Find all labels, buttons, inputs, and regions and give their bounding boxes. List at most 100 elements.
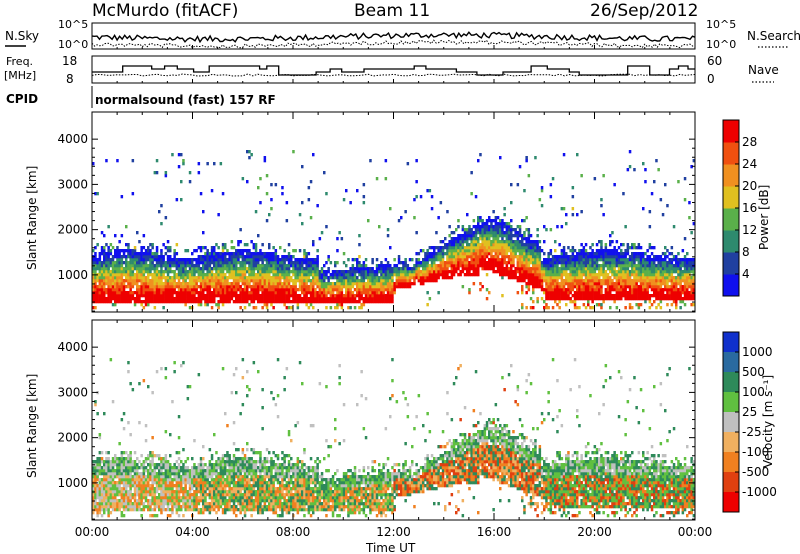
heat-cell <box>309 288 313 292</box>
heat-cell <box>356 279 359 283</box>
heat-cell <box>404 270 407 274</box>
heat-cell <box>274 273 278 277</box>
heat-cell <box>389 285 392 289</box>
ytick-label: 4000 <box>57 132 88 146</box>
heat-cell <box>111 487 115 491</box>
heat-cell <box>248 264 251 268</box>
heat-cell <box>492 270 495 274</box>
heat-cell <box>375 264 379 268</box>
heat-cell <box>400 285 403 289</box>
heat-cell <box>210 249 214 253</box>
heat-cell <box>323 288 326 292</box>
heat-cell <box>127 496 130 500</box>
heat-cell <box>468 246 471 250</box>
heat-cell <box>208 267 212 271</box>
heat-cell <box>109 466 113 470</box>
heat-cell <box>342 297 346 301</box>
heat-cell <box>479 255 482 259</box>
heat-cell <box>360 264 363 268</box>
heat-cell <box>501 273 504 277</box>
heat-cell <box>554 240 557 244</box>
heat-cell <box>195 264 198 268</box>
heat-cell <box>294 258 297 262</box>
heat-cell <box>268 297 271 301</box>
heat-cell <box>578 252 581 256</box>
heat-cell <box>147 249 150 253</box>
heat-cell <box>356 294 359 298</box>
heat-cell <box>331 291 335 295</box>
heat-cell <box>642 288 645 292</box>
heat-cell <box>125 505 128 509</box>
heat-cell <box>415 267 418 271</box>
heat-cell <box>147 294 150 298</box>
heat-cell <box>109 258 113 262</box>
heat-cell <box>340 279 344 283</box>
heat-cell <box>639 267 643 271</box>
heat-cell <box>272 276 275 280</box>
heat-cell <box>426 291 429 295</box>
heat-cell <box>468 264 471 268</box>
heat-cell <box>424 270 427 274</box>
heat-cell <box>213 285 216 289</box>
heat-cell <box>602 264 605 268</box>
heat-cell <box>424 261 427 265</box>
heat-cell <box>613 294 616 298</box>
heat-cell <box>98 279 102 283</box>
heat-cell <box>386 300 390 304</box>
heat-cell <box>617 276 621 280</box>
heat-cell <box>474 249 478 253</box>
heat-cell <box>142 267 146 271</box>
heat-cell <box>246 258 249 262</box>
heat-cell <box>683 270 687 274</box>
heat-cell <box>92 511 95 515</box>
heat-cell <box>140 264 143 268</box>
heat-cell <box>606 255 610 259</box>
heat-cell <box>609 270 612 274</box>
heat-cell <box>230 267 234 271</box>
heat-cell <box>624 282 627 286</box>
heat-cell <box>182 291 185 295</box>
heat-cell <box>125 294 128 298</box>
heat-cell <box>188 267 192 271</box>
heat-cell <box>296 258 300 262</box>
heat-cell <box>395 279 399 283</box>
heat-cell <box>100 300 104 304</box>
heat-cell <box>226 270 229 274</box>
heat-cell <box>481 285 484 289</box>
heat-cell <box>155 264 159 268</box>
heat-cell <box>448 261 451 265</box>
heat-cell <box>347 258 350 262</box>
heat-cell <box>521 237 524 241</box>
heat-cell <box>384 177 388 181</box>
heat-cell <box>389 207 392 211</box>
heat-cell <box>182 162 185 166</box>
heat-cell <box>483 249 487 253</box>
heat-cell <box>536 243 539 247</box>
heat-cell <box>490 246 493 250</box>
heat-cell <box>417 258 421 262</box>
heat-cell <box>129 276 132 280</box>
heat-cell <box>690 285 693 289</box>
heat-cell <box>182 285 185 289</box>
heat-cell <box>92 276 95 280</box>
ytick-label: 2000 <box>57 223 88 237</box>
heat-cell <box>204 300 207 304</box>
heat-cell <box>305 261 308 265</box>
heat-cell <box>228 294 231 298</box>
heat-cell <box>514 240 517 244</box>
heat-cell <box>584 249 588 253</box>
heat-cell <box>136 261 139 265</box>
heat-cell <box>679 258 682 262</box>
heat-cell <box>397 285 401 289</box>
heat-cell <box>296 279 300 283</box>
heat-cell <box>199 288 203 292</box>
heat-cell <box>94 463 97 467</box>
heat-cell <box>257 300 260 304</box>
heat-cell <box>318 297 322 301</box>
heat-cell <box>158 282 161 286</box>
heat-cell <box>567 246 570 250</box>
heat-cell <box>650 264 654 268</box>
heat-cell <box>675 285 678 289</box>
heat-cell <box>686 294 689 298</box>
heat-cell <box>631 288 634 292</box>
